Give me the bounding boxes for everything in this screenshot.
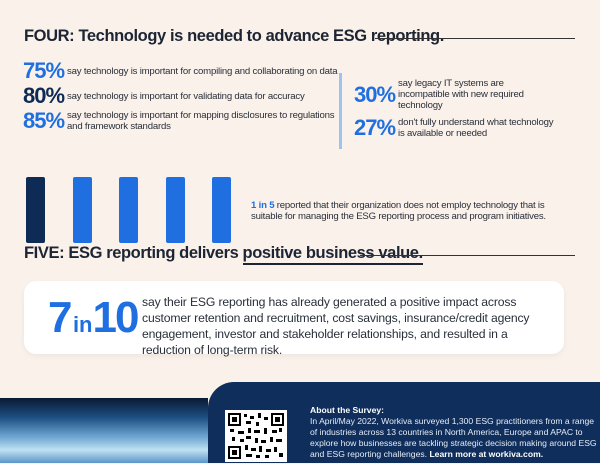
bar	[119, 177, 138, 243]
vertical-divider	[339, 73, 342, 149]
qr-code-icon	[228, 413, 284, 459]
left-stats: 75% say technology is important for compi…	[23, 58, 338, 133]
in-word: in	[72, 312, 93, 337]
bar	[72, 177, 92, 243]
workiva-link[interactable]: Learn more at workiva.com.	[429, 449, 544, 459]
stat-75: 75% say technology is important for compi…	[23, 58, 338, 83]
about-survey: About the Survey: In April/May 2022, Wor…	[310, 405, 600, 460]
about-title: About the Survey:	[310, 405, 385, 415]
qr-code[interactable]	[225, 410, 287, 462]
divider	[375, 38, 575, 39]
stat-30: 30% say legacy IT systems are incompatibl…	[354, 78, 548, 111]
divider	[360, 255, 575, 256]
section-title: ESG reporting delivers	[68, 244, 243, 262]
ratio-highlight: 1 in 5	[251, 200, 275, 211]
stat-text: say legacy IT systems are incompatible w…	[398, 78, 524, 111]
bar-filled	[26, 177, 45, 243]
ratio-description: reported that their organization does no…	[251, 200, 546, 222]
seven-in-ten: 7 in10	[48, 293, 140, 343]
stat-value: 80%	[23, 83, 65, 108]
stat-card: 7 in10 say their ESG reporting has alrea…	[24, 281, 564, 357]
stat-card-text: say their ESG reporting has already gene…	[142, 295, 530, 357]
about-text: In April/May 2022, Workiva surveyed 1,30…	[310, 416, 597, 459]
section-title-underlined: positive business value.	[242, 244, 423, 265]
stat-text: say technology is important for mapping …	[67, 110, 335, 132]
section-four-heading: FOUR: Technology is needed to advance ES…	[24, 27, 444, 46]
section-label: FOUR:	[24, 27, 75, 45]
stat-80: 80% say technology is important for valid…	[23, 85, 337, 107]
stat-85: 85% say technology is important for mappi…	[23, 108, 337, 133]
ratio-text: 1 in 5 reported that their organization …	[251, 200, 551, 222]
stat-text: say technology is important for validati…	[67, 90, 305, 102]
bar	[165, 177, 185, 243]
stat-value: 27%	[354, 115, 396, 140]
stat-value: 85%	[23, 108, 65, 133]
section-label: FIVE:	[24, 244, 65, 262]
stat-text: don't fully understand what technology i…	[398, 117, 554, 139]
section-title: Technology is needed to advance ESG repo…	[78, 27, 444, 45]
denominator: 10	[92, 293, 140, 342]
section-five-heading: FIVE: ESG reporting delivers positive bu…	[24, 244, 423, 265]
stat-text: say technology is important for compilin…	[67, 65, 338, 77]
ratio-bars	[26, 177, 231, 243]
numerator: 7	[48, 293, 73, 342]
stat-value: 75%	[23, 58, 65, 83]
earth-image	[0, 398, 208, 463]
bar	[212, 177, 231, 243]
stat-27: 27% don't fully understand what technolog…	[354, 115, 558, 140]
stat-value: 30%	[354, 81, 396, 107]
